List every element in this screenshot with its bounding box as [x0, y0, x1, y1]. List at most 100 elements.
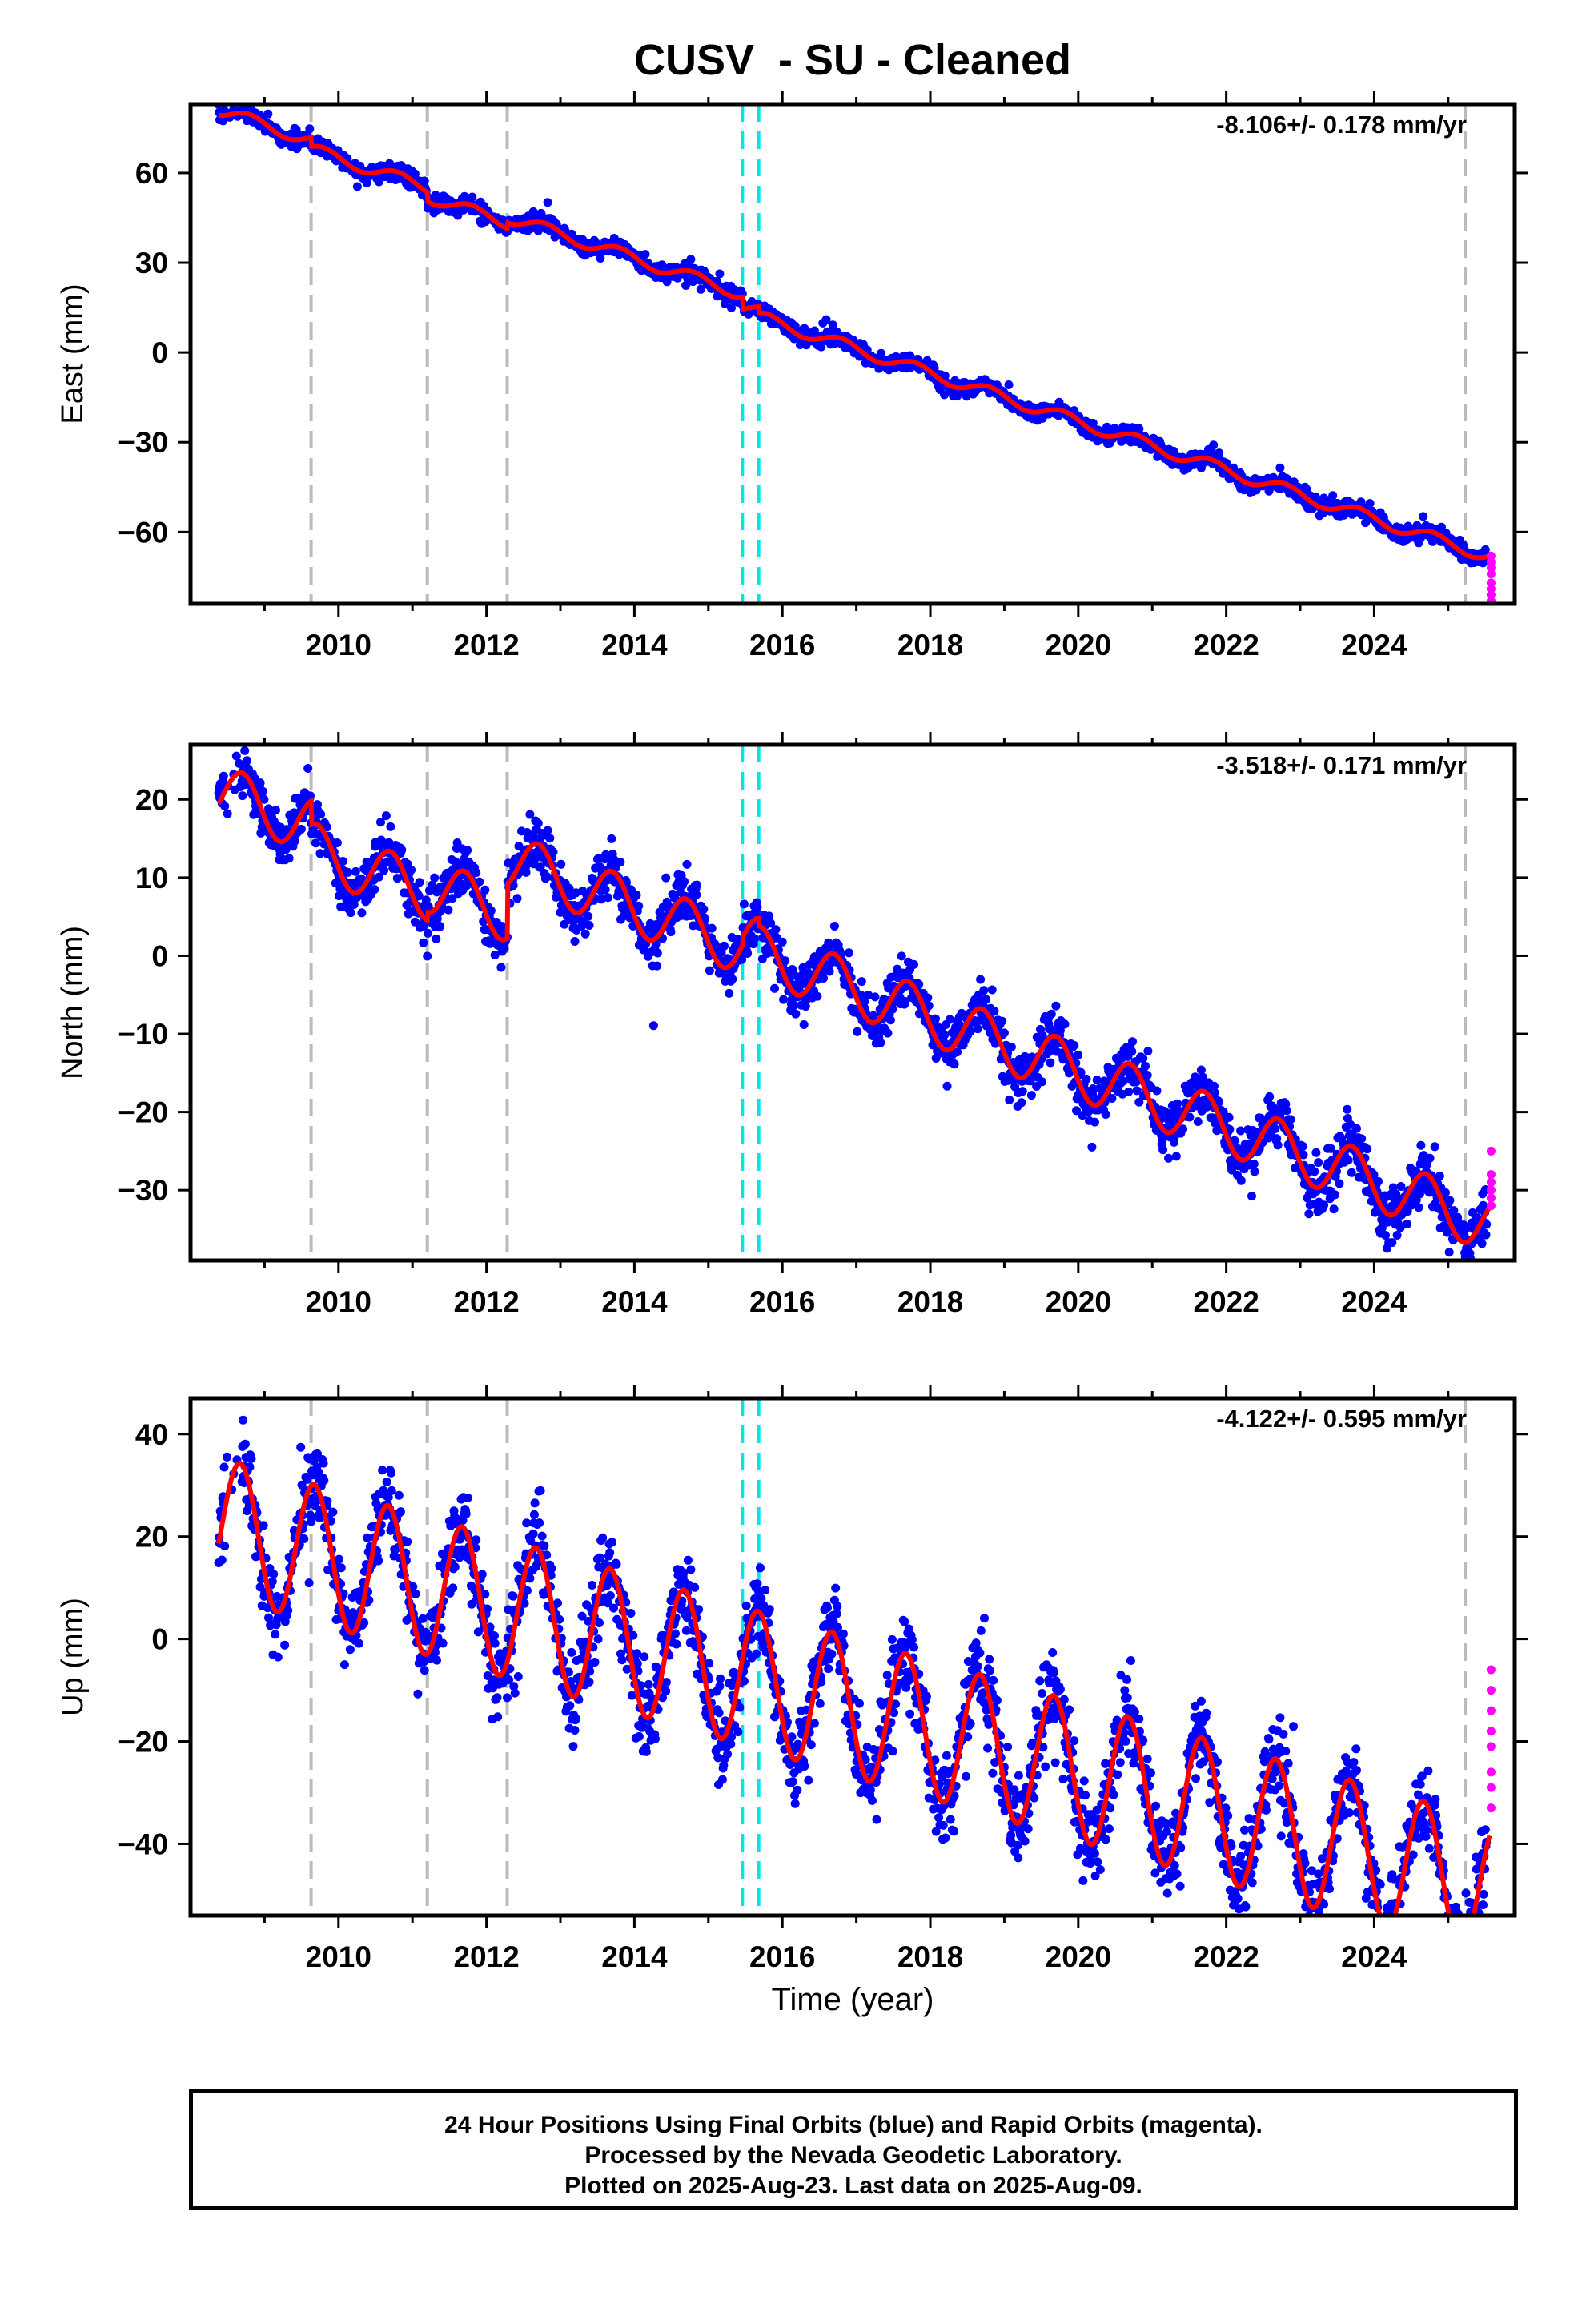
panel-frame	[188, 102, 1517, 606]
plot-area-north	[214, 745, 1496, 1261]
data-point	[940, 371, 950, 380]
data-point	[219, 1462, 229, 1472]
y-tick-label: −10	[118, 1018, 168, 1051]
data-point	[220, 1542, 230, 1551]
data-point	[1363, 1144, 1372, 1154]
data-point	[1479, 1200, 1488, 1210]
data-point	[543, 198, 552, 207]
data-point	[1265, 1092, 1275, 1101]
rapid-point	[1486, 1170, 1496, 1180]
data-point	[580, 929, 590, 939]
data-point	[1347, 1168, 1356, 1177]
data-point	[753, 903, 762, 912]
data-point	[223, 809, 232, 818]
data-point	[1090, 1117, 1099, 1127]
data-point	[1164, 1153, 1174, 1163]
data-point	[652, 948, 662, 958]
data-point	[604, 893, 613, 903]
data-point	[500, 943, 509, 953]
data-point	[999, 1028, 1009, 1038]
data-point	[1249, 1159, 1259, 1168]
data-point	[1440, 1188, 1450, 1197]
data-point	[296, 1442, 306, 1452]
data-point	[1225, 1124, 1235, 1134]
data-point	[387, 1468, 396, 1478]
data-point	[299, 1534, 309, 1543]
data-point	[779, 995, 789, 1004]
data-point	[1304, 1209, 1314, 1219]
x-tick-label: 2012	[453, 629, 519, 661]
data-point	[1247, 1192, 1256, 1201]
data-point	[771, 925, 781, 935]
data-point	[1209, 1081, 1219, 1091]
data-point	[1185, 1112, 1195, 1122]
data-point	[303, 764, 313, 773]
data-point	[974, 993, 984, 1003]
data-point	[1219, 1108, 1228, 1116]
data-point	[596, 895, 606, 904]
data-point	[737, 955, 747, 964]
data-point	[791, 1009, 801, 1019]
data-point	[1128, 1037, 1137, 1047]
data-point	[953, 1047, 962, 1057]
data-point	[1060, 1019, 1070, 1029]
data-point	[415, 878, 424, 887]
rapid-point	[1486, 1146, 1496, 1156]
data-point	[1477, 1239, 1487, 1248]
data-point	[790, 321, 800, 331]
data-point	[1141, 1061, 1150, 1071]
data-point	[383, 1493, 393, 1502]
x-tick-label: 2020	[1046, 1285, 1111, 1318]
data-point	[323, 1496, 332, 1506]
data-point	[525, 810, 535, 819]
data-point	[987, 985, 997, 995]
data-point	[1381, 1231, 1390, 1240]
data-point	[682, 859, 692, 869]
data-point	[313, 800, 322, 810]
data-point	[725, 988, 734, 998]
data-point	[436, 922, 445, 931]
data-point	[693, 880, 701, 890]
data-point	[857, 977, 866, 987]
data-point	[1314, 1158, 1323, 1168]
data-point	[864, 991, 873, 999]
data-point	[1357, 1134, 1367, 1144]
data-point	[1072, 1106, 1081, 1116]
data-point	[1046, 1009, 1056, 1019]
data-point	[338, 857, 347, 866]
data-point	[1196, 1065, 1206, 1075]
data-point	[264, 1613, 273, 1622]
data-point	[1286, 1115, 1295, 1124]
data-point	[407, 865, 416, 875]
data-point	[940, 1031, 950, 1039]
y-axis-label: North (mm)	[56, 926, 90, 1080]
data-point	[1445, 1196, 1455, 1205]
data-point	[922, 356, 932, 365]
data-point	[1006, 1042, 1016, 1051]
data-point	[924, 1001, 934, 1011]
data-point	[1377, 1223, 1387, 1232]
data-point	[1482, 1220, 1492, 1229]
data-point	[542, 872, 552, 882]
data-point	[243, 756, 251, 766]
data-point	[238, 791, 247, 801]
data-point	[1230, 1136, 1239, 1145]
data-point	[271, 806, 280, 815]
data-point	[1045, 1046, 1054, 1055]
data-point	[414, 891, 424, 901]
data-point	[1352, 1124, 1361, 1133]
rapid-point	[1486, 1201, 1496, 1211]
data-point	[231, 751, 241, 761]
data-point	[1331, 1190, 1339, 1200]
data-point	[284, 854, 294, 863]
data-point	[801, 1002, 810, 1011]
data-point	[1252, 1128, 1262, 1137]
data-point	[570, 937, 580, 946]
data-point	[648, 1021, 658, 1031]
data-point	[699, 904, 709, 914]
data-point	[813, 991, 822, 1001]
data-point	[966, 1027, 975, 1036]
data-point	[379, 866, 389, 875]
data-point	[1004, 380, 1014, 389]
data-point	[1310, 1167, 1319, 1176]
